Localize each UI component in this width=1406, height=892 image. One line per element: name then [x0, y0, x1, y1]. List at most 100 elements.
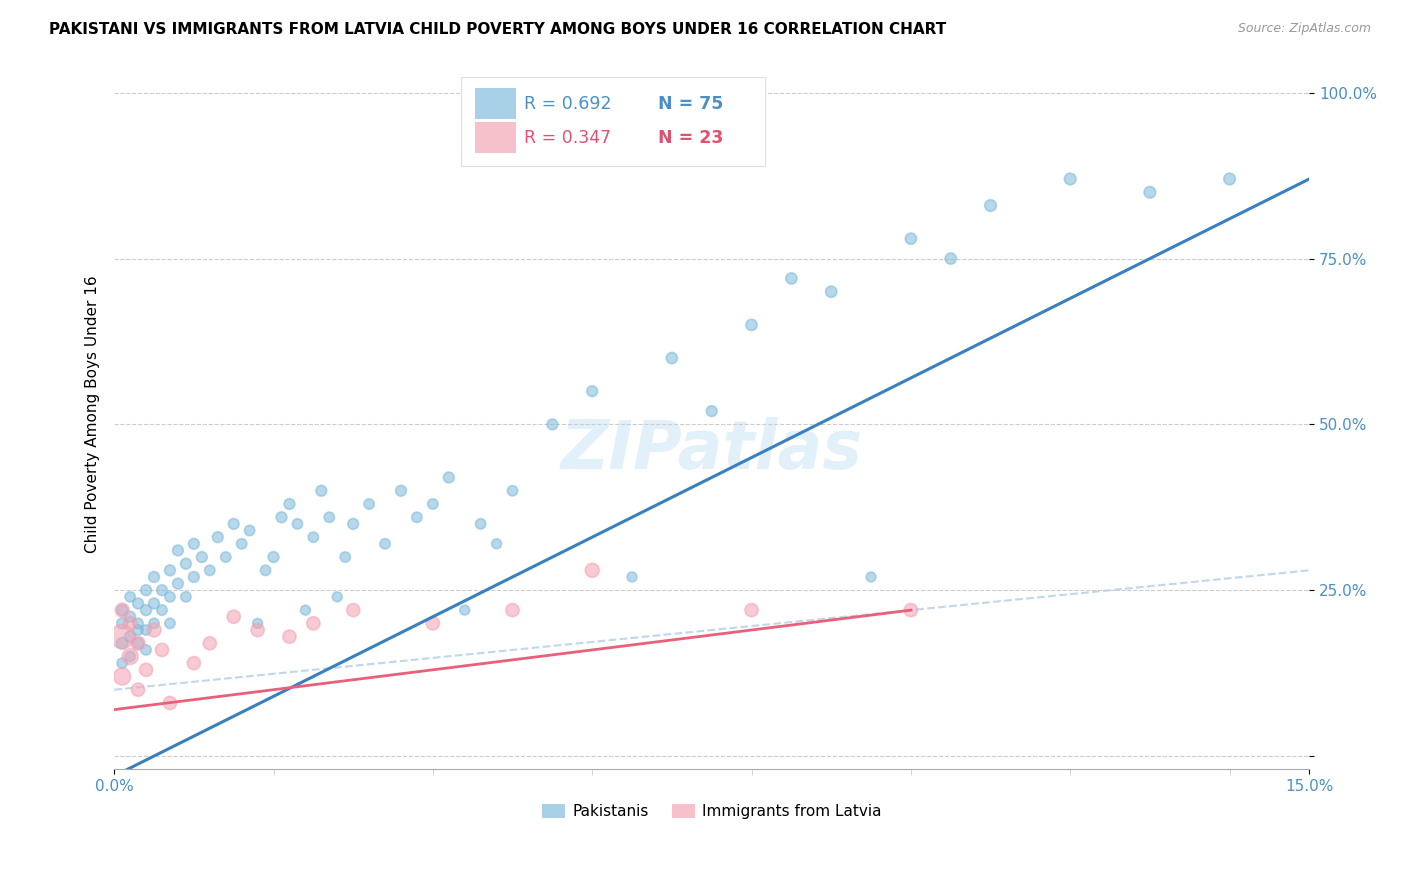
Text: R = 0.347: R = 0.347 — [524, 128, 612, 146]
Point — [159, 696, 181, 710]
Point — [135, 583, 157, 598]
Point — [1139, 186, 1161, 200]
Point — [860, 570, 883, 584]
Point — [389, 483, 412, 498]
Point — [191, 550, 214, 565]
FancyBboxPatch shape — [475, 88, 516, 120]
Point — [120, 609, 142, 624]
Point — [135, 643, 157, 657]
Point — [621, 570, 644, 584]
Point — [502, 483, 524, 498]
FancyBboxPatch shape — [475, 122, 516, 153]
Point — [342, 603, 364, 617]
Point — [120, 649, 142, 664]
Point — [541, 417, 564, 432]
Point — [198, 563, 221, 577]
Point — [198, 636, 221, 650]
FancyBboxPatch shape — [461, 78, 765, 166]
Point — [302, 530, 325, 544]
Point — [111, 630, 134, 644]
Point — [374, 537, 396, 551]
Point — [127, 682, 149, 697]
Point — [143, 623, 166, 637]
Point — [143, 597, 166, 611]
Point — [159, 590, 181, 604]
Point — [127, 636, 149, 650]
Point — [174, 557, 197, 571]
Point — [120, 630, 142, 644]
Point — [207, 530, 229, 544]
Point — [135, 663, 157, 677]
Y-axis label: Child Poverty Among Boys Under 16: Child Poverty Among Boys Under 16 — [86, 276, 100, 553]
Point — [900, 603, 922, 617]
Point — [215, 550, 238, 565]
Point — [741, 603, 763, 617]
Point — [263, 550, 285, 565]
Point — [326, 590, 349, 604]
Point — [174, 590, 197, 604]
Point — [294, 603, 316, 617]
Point — [120, 649, 142, 664]
Point — [143, 616, 166, 631]
Point — [741, 318, 763, 332]
Point — [222, 609, 245, 624]
Point — [980, 198, 1002, 212]
Point — [581, 563, 603, 577]
Point — [246, 623, 269, 637]
Point — [183, 570, 205, 584]
Point — [939, 252, 962, 266]
Point — [150, 583, 173, 598]
Point — [254, 563, 277, 577]
Point — [127, 597, 149, 611]
Point — [127, 623, 149, 637]
Point — [342, 516, 364, 531]
Point — [581, 384, 603, 399]
Point — [150, 643, 173, 657]
Legend: Pakistanis, Immigrants from Latvia: Pakistanis, Immigrants from Latvia — [536, 798, 887, 825]
Point — [661, 351, 683, 365]
Point — [143, 570, 166, 584]
Point — [111, 603, 134, 617]
Point — [422, 616, 444, 631]
Point — [246, 616, 269, 631]
Point — [820, 285, 842, 299]
Point — [159, 563, 181, 577]
Text: N = 23: N = 23 — [658, 128, 723, 146]
Point — [231, 537, 253, 551]
Point — [437, 470, 460, 484]
Point — [278, 630, 301, 644]
Point — [270, 510, 292, 524]
Point — [120, 590, 142, 604]
Point — [485, 537, 508, 551]
Point — [780, 271, 803, 285]
Point — [167, 543, 190, 558]
Point — [335, 550, 357, 565]
Point — [111, 636, 134, 650]
Point — [127, 636, 149, 650]
Point — [470, 516, 492, 531]
Point — [111, 616, 134, 631]
Point — [120, 616, 142, 631]
Point — [135, 603, 157, 617]
Text: PAKISTANI VS IMMIGRANTS FROM LATVIA CHILD POVERTY AMONG BOYS UNDER 16 CORRELATIO: PAKISTANI VS IMMIGRANTS FROM LATVIA CHIL… — [49, 22, 946, 37]
Point — [159, 616, 181, 631]
Point — [183, 656, 205, 670]
Point — [111, 603, 134, 617]
Point — [700, 404, 723, 418]
Point — [406, 510, 429, 524]
Point — [302, 616, 325, 631]
Point — [311, 483, 333, 498]
Point — [422, 497, 444, 511]
Point — [900, 232, 922, 246]
Point — [359, 497, 381, 511]
Point — [167, 576, 190, 591]
Point — [454, 603, 477, 617]
Point — [127, 616, 149, 631]
Point — [502, 603, 524, 617]
Text: N = 75: N = 75 — [658, 95, 723, 112]
Text: ZIPatlas: ZIPatlas — [561, 417, 863, 483]
Point — [111, 669, 134, 683]
Point — [287, 516, 309, 531]
Point — [222, 516, 245, 531]
Point — [239, 524, 262, 538]
